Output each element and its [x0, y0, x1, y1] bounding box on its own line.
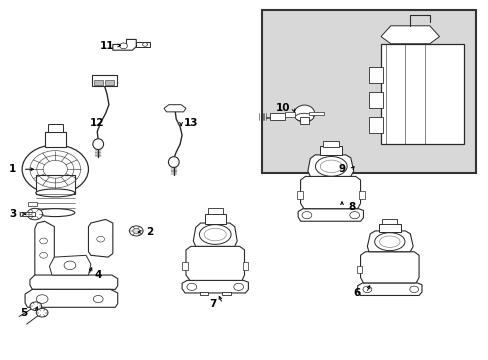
- Polygon shape: [88, 220, 113, 257]
- Ellipse shape: [379, 236, 399, 247]
- Circle shape: [186, 283, 196, 291]
- Circle shape: [129, 226, 143, 236]
- Bar: [199, 292, 208, 296]
- Circle shape: [64, 261, 76, 270]
- Polygon shape: [30, 275, 118, 289]
- Circle shape: [120, 43, 127, 49]
- Bar: [182, 262, 187, 270]
- Text: 12: 12: [90, 118, 104, 128]
- Circle shape: [36, 309, 48, 317]
- Text: 6: 6: [352, 288, 360, 298]
- Bar: [28, 202, 37, 206]
- Text: 5: 5: [20, 308, 28, 318]
- Circle shape: [27, 208, 42, 220]
- Polygon shape: [360, 252, 418, 283]
- Polygon shape: [113, 40, 136, 50]
- Bar: [356, 266, 361, 273]
- Circle shape: [40, 238, 47, 244]
- Bar: [222, 292, 230, 296]
- Bar: [242, 262, 248, 270]
- Bar: [382, 219, 396, 225]
- Circle shape: [409, 286, 418, 293]
- Bar: [261, 10, 475, 173]
- Polygon shape: [307, 155, 353, 176]
- Ellipse shape: [204, 228, 226, 241]
- Circle shape: [302, 212, 311, 219]
- Bar: [92, 75, 117, 86]
- Bar: [47, 125, 63, 132]
- Bar: [136, 41, 150, 47]
- Bar: [299, 117, 309, 124]
- Bar: [296, 191, 302, 199]
- Circle shape: [142, 42, 147, 46]
- Bar: [105, 80, 114, 85]
- Bar: [285, 112, 294, 117]
- Ellipse shape: [374, 233, 404, 251]
- Bar: [368, 67, 383, 83]
- Text: 8: 8: [347, 202, 355, 212]
- Polygon shape: [163, 105, 185, 112]
- Text: 9: 9: [338, 164, 345, 174]
- Polygon shape: [298, 209, 363, 221]
- Bar: [44, 132, 66, 147]
- Ellipse shape: [315, 157, 346, 176]
- Circle shape: [36, 295, 48, 303]
- Circle shape: [349, 212, 359, 219]
- Circle shape: [362, 286, 371, 293]
- Circle shape: [93, 296, 103, 303]
- Bar: [320, 146, 341, 155]
- Polygon shape: [300, 176, 360, 209]
- Ellipse shape: [320, 160, 342, 173]
- Bar: [378, 224, 400, 231]
- Text: 13: 13: [183, 118, 198, 128]
- Bar: [368, 117, 383, 134]
- Ellipse shape: [295, 113, 313, 121]
- Circle shape: [233, 283, 243, 291]
- Ellipse shape: [36, 189, 75, 197]
- Circle shape: [30, 302, 41, 311]
- Polygon shape: [357, 283, 421, 296]
- Polygon shape: [49, 255, 91, 275]
- Text: 2: 2: [145, 227, 153, 237]
- Text: 1: 1: [9, 164, 17, 174]
- Bar: [20, 212, 35, 216]
- Polygon shape: [193, 223, 237, 246]
- Polygon shape: [182, 280, 248, 293]
- Bar: [270, 113, 285, 120]
- Ellipse shape: [294, 105, 314, 122]
- Circle shape: [40, 252, 47, 258]
- Bar: [36, 175, 75, 194]
- Ellipse shape: [168, 157, 179, 167]
- Text: 7: 7: [209, 299, 216, 309]
- Ellipse shape: [199, 225, 231, 244]
- Circle shape: [22, 145, 88, 194]
- Polygon shape: [380, 26, 439, 44]
- Bar: [323, 141, 338, 147]
- Polygon shape: [25, 289, 118, 307]
- Polygon shape: [185, 246, 244, 280]
- Text: 10: 10: [276, 103, 290, 113]
- Text: 3: 3: [9, 209, 17, 219]
- Bar: [358, 191, 364, 199]
- Bar: [204, 214, 225, 224]
- Text: 4: 4: [94, 270, 102, 280]
- Polygon shape: [35, 221, 54, 289]
- Text: 11: 11: [100, 41, 114, 50]
- Bar: [94, 80, 103, 85]
- Bar: [380, 44, 463, 144]
- Bar: [368, 92, 383, 108]
- Ellipse shape: [36, 209, 75, 217]
- Circle shape: [133, 228, 140, 233]
- Bar: [309, 112, 324, 116]
- Bar: [207, 208, 222, 214]
- Circle shape: [97, 236, 104, 242]
- Polygon shape: [366, 231, 412, 252]
- Ellipse shape: [93, 139, 103, 149]
